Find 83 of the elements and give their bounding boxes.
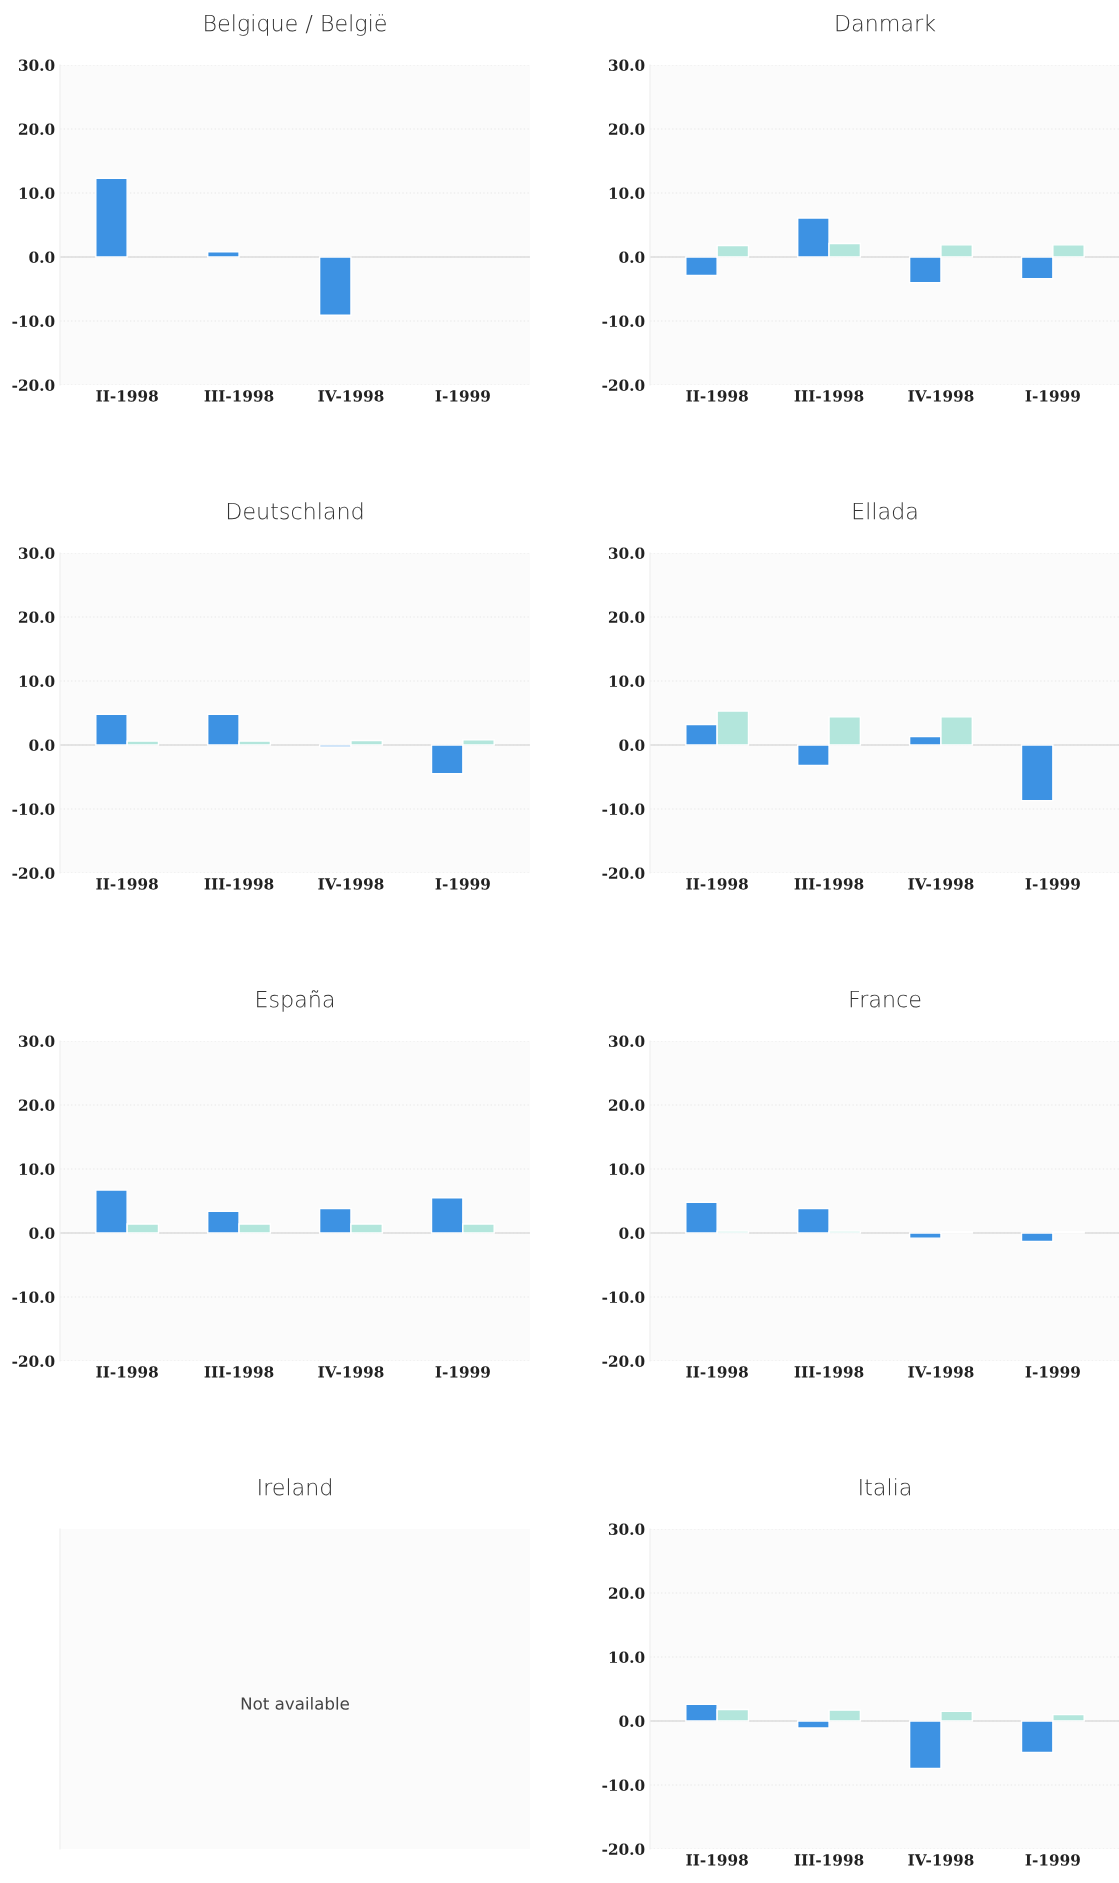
chart-title: Danmark bbox=[836, 14, 936, 32]
x-tick-label: I-1999 bbox=[1025, 1854, 1080, 1866]
y-tick-label: -20.0 bbox=[602, 867, 645, 880]
bar bbox=[207, 251, 240, 258]
y-tick-label: 10.0 bbox=[609, 1651, 645, 1664]
y-tick-label: 10.0 bbox=[609, 187, 645, 200]
bar bbox=[318, 256, 352, 316]
y-tick-label: 10.0 bbox=[19, 1163, 55, 1176]
x-tick-label: IV-1998 bbox=[908, 878, 974, 890]
y-tick-label: 20.0 bbox=[608, 611, 645, 624]
y-tick-label: -20.0 bbox=[12, 867, 55, 880]
x-tick-label: IV-1998 bbox=[908, 1366, 974, 1378]
x-tick-label: III-1998 bbox=[794, 390, 864, 402]
y-tick-label: 0.0 bbox=[619, 1227, 645, 1240]
x-tick-label: IV-1998 bbox=[318, 390, 384, 402]
x-tick-label: I-1999 bbox=[435, 878, 490, 890]
x-tick-label: III-1998 bbox=[204, 390, 274, 402]
x-tick-label: IV-1998 bbox=[318, 1366, 384, 1378]
y-tick-label: 10.0 bbox=[609, 675, 645, 688]
x-tick-label: III-1998 bbox=[204, 878, 274, 890]
y-tick-label: 20.0 bbox=[608, 1099, 645, 1112]
x-tick-label: II-1998 bbox=[686, 390, 748, 402]
x-tick-label: IV-1998 bbox=[908, 390, 974, 402]
text: Ireland bbox=[259, 1478, 331, 1496]
x-tick-label: III-1998 bbox=[204, 1366, 274, 1378]
y-tick-label: 0.0 bbox=[619, 739, 645, 752]
chart-title: Deutschland bbox=[227, 502, 363, 520]
x-tick-label: II-1998 bbox=[96, 390, 158, 402]
x-tick-label: II-1998 bbox=[686, 1854, 748, 1866]
y-tick-label: 10.0 bbox=[19, 675, 55, 688]
y-tick-label: -10.0 bbox=[602, 803, 645, 816]
y-tick-label: -10.0 bbox=[12, 803, 55, 816]
x-tick-label: II-1998 bbox=[96, 1366, 158, 1378]
y-tick-label: 0.0 bbox=[29, 251, 55, 264]
x-tick-label: I-1999 bbox=[1025, 1366, 1080, 1378]
chart-title: Belgique / België bbox=[205, 14, 386, 36]
x-tick-label: III-1998 bbox=[794, 1366, 864, 1378]
y-tick-label: -10.0 bbox=[602, 1779, 645, 1792]
bar bbox=[1020, 744, 1054, 802]
y-tick-label: 30.0 bbox=[19, 1035, 55, 1048]
text: Not available bbox=[241, 1696, 349, 1710]
y-tick-label: 10.0 bbox=[609, 1163, 645, 1176]
y-tick-label: 0.0 bbox=[619, 1715, 645, 1728]
y-tick-label: -20.0 bbox=[602, 1843, 645, 1856]
y-tick-label: -10.0 bbox=[12, 1291, 55, 1304]
y-tick-label: 0.0 bbox=[29, 739, 55, 752]
y-tick-label: -10.0 bbox=[12, 315, 55, 328]
chart-title: Italia bbox=[860, 1478, 910, 1496]
x-tick-label: III-1998 bbox=[794, 878, 864, 890]
y-tick-label: 20.0 bbox=[608, 1587, 645, 1600]
y-tick-label: 30.0 bbox=[609, 1035, 645, 1048]
y-tick-label: 20.0 bbox=[18, 1099, 55, 1112]
y-tick-label: -20.0 bbox=[602, 1355, 645, 1368]
x-tick-label: IV-1998 bbox=[908, 1854, 974, 1866]
y-tick-label: -20.0 bbox=[602, 379, 645, 392]
x-tick-label: I-1999 bbox=[435, 1366, 490, 1378]
y-tick-label: 0.0 bbox=[29, 1227, 55, 1240]
chart-title: Ellada bbox=[853, 502, 917, 520]
x-tick-label: II-1998 bbox=[686, 878, 748, 890]
y-tick-label: 0.0 bbox=[619, 251, 645, 264]
y-tick-label: -20.0 bbox=[12, 379, 55, 392]
x-tick-label: III-1998 bbox=[794, 1854, 864, 1866]
y-tick-label: 20.0 bbox=[18, 611, 55, 624]
y-tick-label: -10.0 bbox=[602, 1291, 645, 1304]
y-tick-label: -10.0 bbox=[602, 315, 645, 328]
bar bbox=[95, 177, 128, 258]
y-tick-label: 20.0 bbox=[18, 123, 55, 136]
x-tick-label: IV-1998 bbox=[318, 878, 384, 890]
y-tick-label: 30.0 bbox=[609, 547, 645, 560]
chart-title: España bbox=[257, 990, 333, 1012]
y-tick-label: 30.0 bbox=[19, 547, 55, 560]
y-tick-label: 30.0 bbox=[609, 1523, 645, 1536]
x-tick-label: I-1999 bbox=[1025, 878, 1080, 890]
y-tick-label: -20.0 bbox=[12, 1355, 55, 1368]
y-tick-label: 30.0 bbox=[19, 59, 55, 72]
x-tick-label: I-1999 bbox=[435, 390, 490, 402]
y-tick-label: 30.0 bbox=[609, 59, 645, 72]
x-tick-label: II-1998 bbox=[96, 878, 158, 890]
y-tick-label: 10.0 bbox=[19, 187, 55, 200]
chart-title: France bbox=[850, 990, 921, 1008]
x-tick-label: II-1998 bbox=[686, 1366, 748, 1378]
x-tick-label: I-1999 bbox=[1025, 390, 1080, 402]
y-tick-label: 20.0 bbox=[608, 123, 645, 136]
